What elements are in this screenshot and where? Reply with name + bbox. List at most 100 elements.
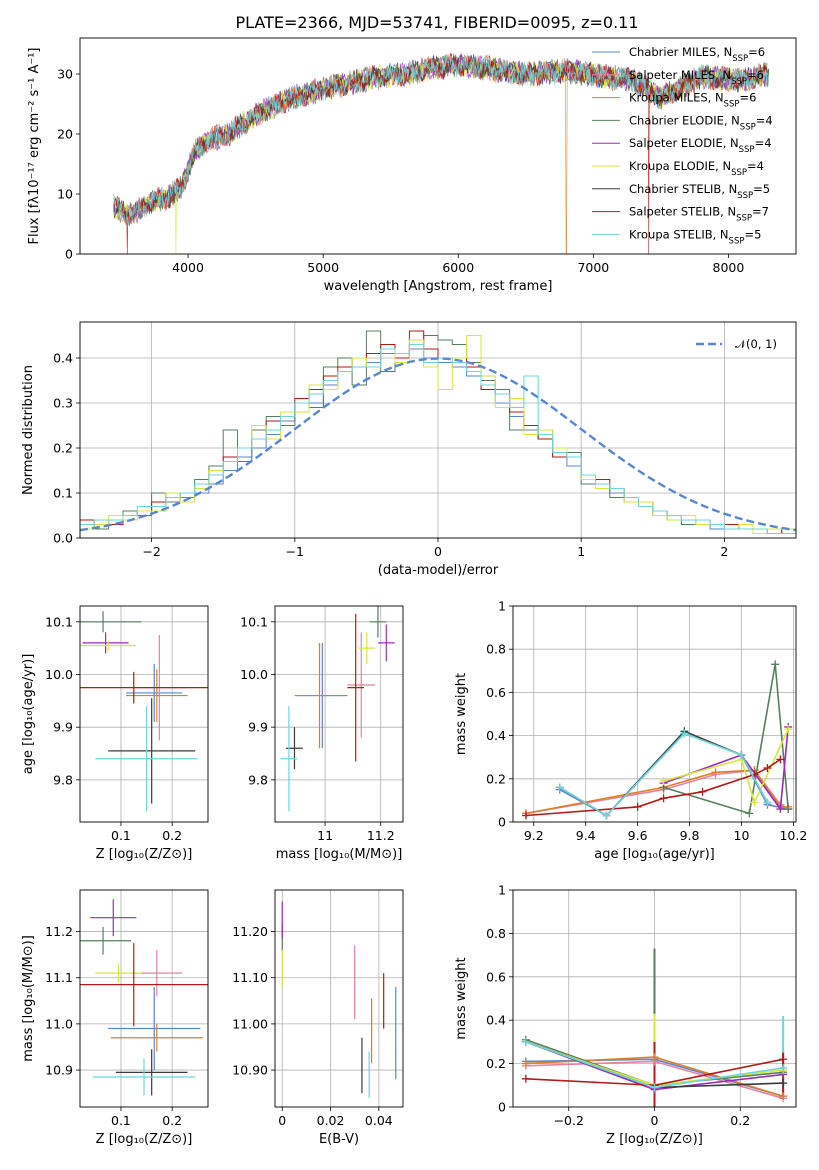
y-tick-label: 10.1: [240, 614, 268, 629]
x-tick-label: 0: [434, 544, 442, 559]
y-tick-label: 9.9: [53, 720, 73, 735]
legend-model-name: Chabrier MILES, N: [629, 45, 732, 59]
x-tick-label: 10.2: [779, 828, 807, 843]
panel-spectrum: 4000 5000 6000 7000 8000 0 10 20 30 wavelength [A…: [27, 37, 797, 294]
y-tick-label: 30: [57, 67, 73, 82]
legend-label-5: Kroupa ELODIE, NSSP=4: [629, 159, 764, 178]
axes-frame: [79, 605, 209, 823]
panel-mass-weight-vs-z: −0.2 0 0.2 0 0.2 0.4 0.6 0.8 1 Z [log₁₀(Z/Z⊙)] mas…: [454, 883, 797, 1147]
legend-nssp-value: =6: [739, 91, 756, 105]
weight-line-8: [559, 732, 769, 817]
x-axis-label: (data-model)/error: [378, 563, 499, 578]
legend-nssp-value: =6: [747, 68, 764, 82]
axes-frame: [79, 321, 797, 539]
spectrum-line-5: [113, 54, 769, 254]
legend-model-name: Salpeter MILES, N: [629, 68, 731, 82]
legend-normal-label: 𝒩(0, 1): [735, 337, 777, 351]
x-axis-label: Z [log₁₀(Z/Z⊙)]: [606, 1132, 703, 1147]
legend-subscript: SSP: [724, 100, 740, 110]
weight-marker: [779, 1092, 788, 1101]
y-tick-label: 10: [57, 187, 73, 202]
y-tick-label: 0: [65, 247, 73, 262]
weight-marker: [680, 729, 689, 738]
spectrum-line-7: [113, 52, 769, 254]
legend-nssp-value: =4: [756, 113, 773, 127]
x-tick-label: 11.2: [367, 828, 395, 843]
weight-marker: [650, 1083, 659, 1092]
y-tick-label: 11.20: [232, 924, 268, 939]
y-tick-label: 10.90: [232, 1063, 268, 1078]
axes-frame: [79, 889, 209, 1108]
legend-subscript: SSP: [729, 236, 745, 246]
x-tick-label: 10: [734, 828, 750, 843]
y-tick-label: 11.10: [232, 970, 268, 985]
weight-marker: [779, 1063, 788, 1072]
y-tick-label: 9.8: [248, 772, 268, 787]
x-tick-label: 6000: [442, 260, 474, 275]
y-tick-label: 1: [498, 599, 506, 614]
plot-area-mass-vs-ebv: [275, 890, 403, 1107]
x-tick-label: 9.8: [680, 828, 700, 843]
x-tick-label: −1: [286, 544, 304, 559]
x-tick-label: 9.6: [628, 828, 648, 843]
x-tick-label: 11: [317, 828, 333, 843]
legend-nssp-value: =7: [752, 205, 769, 219]
y-tick-label: 0.2: [486, 1056, 506, 1071]
y-tick-label: 0.6: [486, 969, 506, 984]
legend-subscript: SSP: [739, 145, 755, 155]
y-tick-label: 11.00: [232, 1016, 268, 1031]
spectrum-line-6: [113, 53, 769, 223]
x-tick-label: 2: [720, 544, 728, 559]
panel-mass-weight-vs-age: 9.2 9.4 9.6 9.8 10 10.2 0 0.2 0.4 0.6 0.8 1 age [log…: [454, 599, 807, 863]
axes-frame: [274, 605, 404, 823]
x-tick-label: 8000: [713, 260, 745, 275]
weight-line-3: [663, 664, 789, 815]
plot-area-residual-histogram: [80, 322, 796, 538]
y-axis-label: mass weight: [454, 957, 469, 1039]
legend-label-6: Chabrier STELIB, NSSP=5: [629, 182, 770, 201]
y-tick-label: 0.3: [53, 396, 73, 411]
legend-subscript: SSP: [736, 214, 752, 224]
legend-model-name: Kroupa MILES, N: [629, 91, 724, 105]
y-tick-label: 11.1: [45, 970, 73, 985]
axes-frame: [512, 889, 797, 1108]
y-tick-label: 0.8: [486, 926, 506, 941]
axes-frame: [274, 889, 404, 1108]
x-tick-label: 4000: [172, 260, 204, 275]
histogram-series-4: [80, 344, 796, 538]
y-tick-label: 10.0: [45, 667, 73, 682]
weight-marker: [521, 1037, 530, 1046]
x-tick-label: 5000: [307, 260, 339, 275]
x-tick-label: 0.1: [111, 828, 131, 843]
x-tick-label: 9.4: [576, 828, 596, 843]
panel-age-vs-mass: 11 11.2 9.8 9.9 10.0 10.1 mass [log₁₀(M/M⊙)]: [240, 605, 404, 862]
weight-marker: [779, 1055, 788, 1064]
weight-marker: [698, 787, 707, 796]
x-tick-label: −2: [142, 544, 160, 559]
legend-nssp-value: =6: [748, 45, 765, 59]
y-tick-label: 0.4: [486, 728, 506, 743]
legend-model-name: Salpeter ELODIE, N: [629, 136, 739, 150]
weight-marker: [784, 805, 793, 814]
weight-marker: [776, 755, 785, 764]
legend-subscript: SSP: [732, 54, 748, 64]
x-axis-label: Z [log₁₀(Z/Z⊙)]: [96, 847, 193, 862]
plot-area-age-vs-mass: [275, 606, 403, 822]
y-axis-label: Normed distribution: [21, 365, 36, 495]
legend-nssp-value: =5: [753, 182, 770, 196]
y-tick-label: 0.4: [486, 1013, 506, 1028]
axes-frame: [512, 605, 797, 823]
plot-area-mass-weight-vs-age: [513, 606, 796, 822]
weight-marker: [750, 798, 759, 807]
legend-subscript: SSP: [731, 77, 747, 87]
axes-frame: [79, 37, 797, 255]
weight-marker: [763, 764, 772, 772]
normal-curve: [80, 357, 796, 532]
weight-marker: [776, 805, 785, 814]
x-tick-label: 0.2: [162, 1113, 182, 1128]
x-tick-label: 1: [577, 544, 585, 559]
x-tick-label: 0.04: [365, 1113, 393, 1128]
weight-marker: [659, 794, 668, 803]
weight-marker: [784, 725, 793, 734]
spectrum-line-8: [113, 53, 769, 227]
